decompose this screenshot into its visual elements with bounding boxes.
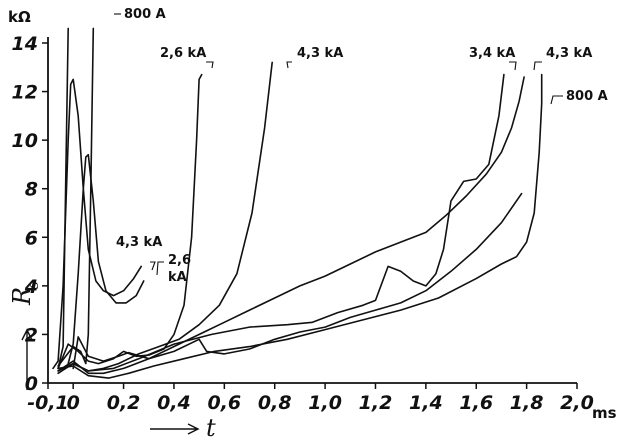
y-tick-label: 14 — [12, 33, 38, 55]
label-3-4ka: 3,4 kA — [469, 46, 515, 61]
x-tick-label: 2,0 — [560, 392, 594, 414]
label-2-6-low: 2,6 — [168, 253, 191, 268]
series-line — [57, 73, 203, 370]
label-leaders — [114, 13, 563, 276]
axes — [47, 37, 577, 384]
x-tick-label: 0 — [67, 392, 80, 414]
y-axis-title-main: R — [8, 287, 36, 306]
label-leader — [156, 261, 164, 276]
label-leader — [206, 61, 214, 69]
label-800a-right: 800 A — [566, 89, 608, 104]
y-tick-label: 4 — [24, 276, 38, 298]
curves — [52, 27, 543, 379]
x-tick-labels: -0,10 0,2 0,4 0,6 0,8 1,0 1,2 1,4 1,6 1,8 2,0 — [27, 392, 594, 414]
y-axis-title: R s — [8, 281, 42, 306]
label-leader — [550, 95, 563, 105]
label-leader — [533, 61, 542, 71]
y-tick-label: 8 — [25, 179, 38, 201]
label-2-6ka: 2,6 kA — [160, 46, 206, 61]
series-line — [67, 153, 145, 365]
x-tick-label: 0,6 — [207, 392, 241, 414]
series-line — [57, 73, 543, 379]
label-ka-low: kA — [168, 270, 187, 285]
x-axis-title: t — [206, 414, 216, 439]
y-tick-label: 2 — [25, 324, 38, 346]
x-axis-title-arrow — [150, 423, 200, 435]
x-tick-label: 0,4 — [157, 392, 191, 414]
series-line — [57, 76, 525, 375]
y-tick-label: 12 — [12, 82, 38, 104]
series-line — [72, 192, 523, 370]
x-tick-label: 1,8 — [510, 392, 544, 414]
x-unit-label: ms — [592, 404, 617, 422]
label-4-3ka-mid: 4,3 kA — [297, 46, 343, 61]
x-tick-label: 0,2 — [107, 392, 141, 414]
x-tick-label: 1,0 — [308, 392, 342, 414]
y-tick-label: 10 — [12, 130, 38, 152]
x-tick-label: -0,1 — [27, 392, 69, 414]
x-tick-label: 1,4 — [409, 392, 443, 414]
x-tick-label: 0,8 — [258, 392, 292, 414]
y-tick-label: 6 — [25, 227, 38, 249]
x-tick-label: 1,2 — [359, 392, 393, 414]
y-axis-title-subscript: s — [24, 281, 42, 289]
label-leader — [150, 261, 156, 271]
y-tick-label: 0 — [25, 373, 38, 395]
x-tick-label: 1,6 — [459, 392, 493, 414]
y-unit-label: kΩ — [8, 8, 31, 26]
label-leader — [286, 61, 292, 69]
y-axis-title-arrow — [21, 328, 33, 390]
axis-lines — [47, 37, 577, 384]
series-line — [57, 73, 505, 375]
label-800a-top: 800 A — [124, 7, 166, 22]
label-4-3ka-low: 4,3 kA — [116, 235, 162, 250]
label-4-3ka-right: 4,3 kA — [546, 46, 592, 61]
y-tick-labels: 0 2 4 6 8 10 12 14 — [12, 33, 38, 395]
label-leader — [509, 61, 517, 71]
tick-marks — [42, 42, 578, 389]
